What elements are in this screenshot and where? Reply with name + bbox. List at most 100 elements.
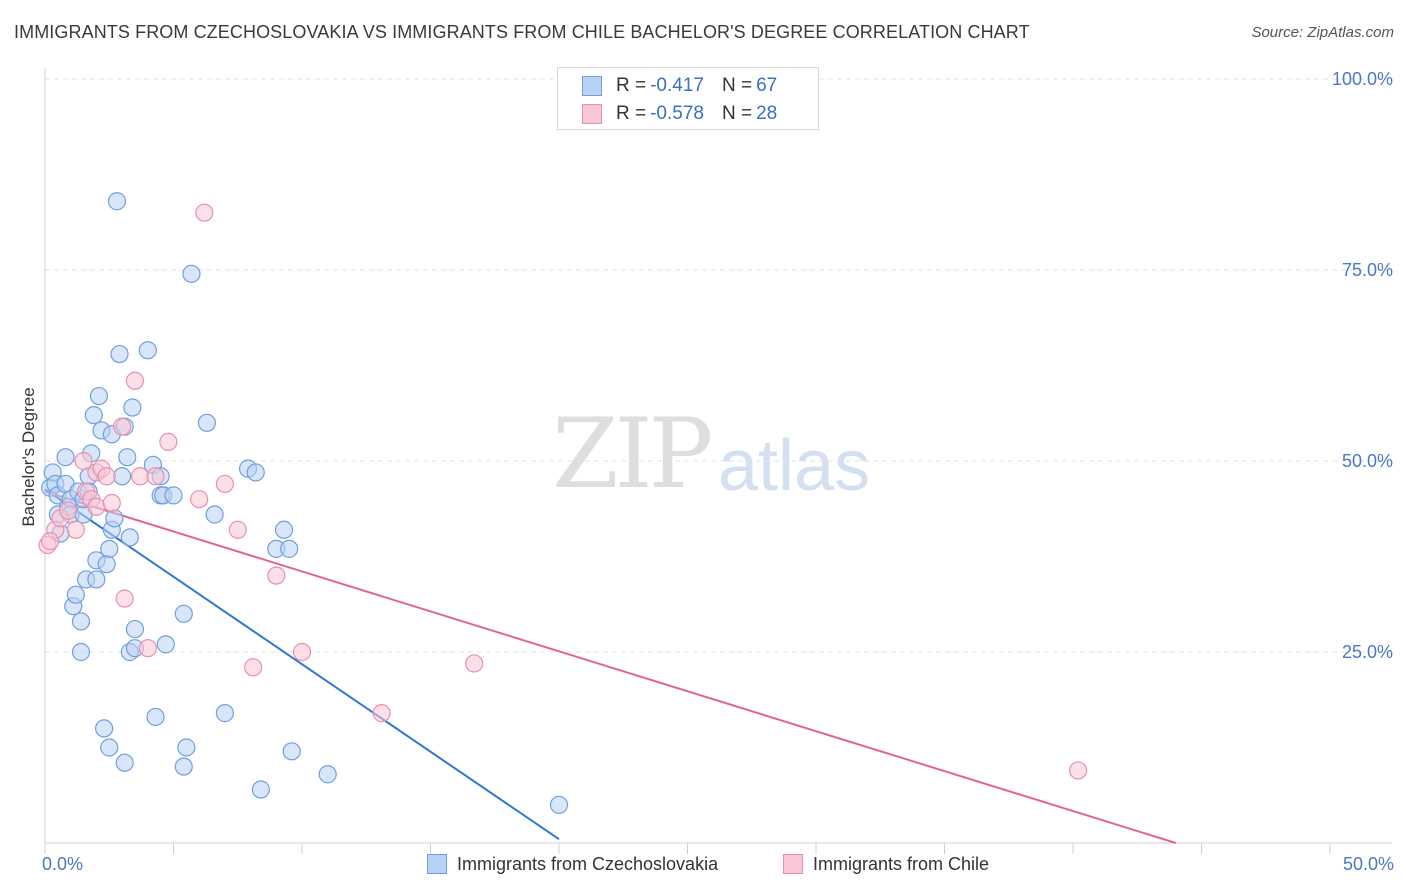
chile-point xyxy=(102,493,121,513)
n-label: N = xyxy=(721,103,753,124)
chile-point xyxy=(130,467,150,486)
chile-point xyxy=(190,490,209,509)
n-label: N = xyxy=(721,75,753,96)
czechoslovakia-point xyxy=(174,757,193,776)
czechoslovakia-point xyxy=(84,406,103,425)
chile-point xyxy=(228,520,247,539)
chile-point xyxy=(66,520,85,539)
czechoslovakia-point xyxy=(118,448,137,467)
chart-title: IMMIGRANTS FROM CZECHOSLOVAKIA VS IMMIGR… xyxy=(14,22,1030,42)
czechoslovakia-point xyxy=(71,642,91,662)
n-value: 28 xyxy=(756,103,778,124)
chile-point xyxy=(59,501,78,520)
pink-swatch xyxy=(783,854,803,874)
czechoslovakia-point xyxy=(123,398,142,417)
czechoslovakia-point xyxy=(100,539,119,558)
czechoslovakia-point xyxy=(318,765,337,784)
r-value: -0.578 xyxy=(650,103,704,124)
y-tick-label: 25.0% xyxy=(1342,642,1393,662)
legend-item-czechoslovakia: Immigrants from Czechoslovakia xyxy=(427,850,718,878)
czechoslovakia-point xyxy=(174,604,193,623)
chile-point xyxy=(372,704,391,723)
pink-swatch xyxy=(582,104,602,124)
x-tick-label: 50.0% xyxy=(1343,854,1394,874)
czechoslovakia-point xyxy=(115,753,134,772)
y-axis-label: Bachelor's Degree xyxy=(19,387,38,526)
czechoslovakia-point xyxy=(71,612,91,631)
y-tick-label: 75.0% xyxy=(1342,260,1393,280)
czechoslovakia-point xyxy=(177,738,196,757)
czechoslovakia-point xyxy=(120,528,139,547)
tick-labels: 25.0% 50.0% 75.0% 100.0% 0.0% 50.0% xyxy=(42,69,1394,874)
chile-point xyxy=(138,639,157,658)
axes xyxy=(44,68,1392,854)
legend-row-czechoslovakia: R = -0.417 N = 67 xyxy=(582,73,795,99)
czechoslovakia-point xyxy=(97,555,116,574)
chile-point xyxy=(125,371,145,390)
czechoslovakia-point xyxy=(125,619,145,639)
chile-point xyxy=(215,474,234,494)
czechoslovakia-point xyxy=(95,719,114,738)
source-credit: Source: ZipAtlas.com xyxy=(1251,24,1394,41)
czechoslovakia-point xyxy=(549,795,569,814)
blue-swatch xyxy=(427,854,447,874)
czechoslovakia-point xyxy=(197,413,217,432)
chile-point xyxy=(267,566,286,585)
chile-point xyxy=(115,589,134,608)
r-label: R = xyxy=(616,103,647,124)
czechoslovakia-point xyxy=(146,707,165,727)
legend-label: Immigrants from Czechoslovakia xyxy=(457,853,719,874)
x-tick-label: 0.0% xyxy=(42,854,83,874)
czechoslovakia-point xyxy=(164,486,183,505)
czechoslovakia-point xyxy=(182,264,201,283)
watermark-zip: ZIP xyxy=(552,398,713,510)
trendlines xyxy=(44,488,1177,844)
czechoslovakia-point xyxy=(280,539,299,558)
legend-item-chile: Immigrants from Chile xyxy=(783,850,989,878)
r-value: -0.417 xyxy=(650,75,704,96)
chile-trendline xyxy=(44,490,1177,844)
czechoslovakia-point xyxy=(246,463,265,482)
gridlines xyxy=(45,78,1392,653)
czechoslovakia-point xyxy=(282,742,301,761)
chile-point xyxy=(97,467,116,486)
czechoslovakia-point xyxy=(274,520,294,539)
czechoslovakia-point xyxy=(100,738,119,757)
czechoslovakia-point xyxy=(56,448,75,467)
chile-point xyxy=(87,497,106,516)
czechoslovakia-point xyxy=(107,192,127,211)
data-points xyxy=(38,192,1088,814)
chile-point xyxy=(112,417,132,436)
czechoslovakia-point xyxy=(105,509,124,528)
chile-point xyxy=(1069,761,1088,780)
y-tick-label: 100.0% xyxy=(1332,69,1393,89)
chile-point xyxy=(146,467,165,486)
r-label: R = xyxy=(616,75,647,96)
watermark-atlas: atlas xyxy=(718,426,871,506)
czechoslovakia-point xyxy=(66,585,85,604)
chile-point xyxy=(159,432,178,451)
n-value: 67 xyxy=(756,75,778,96)
czechoslovakia-point xyxy=(251,780,270,799)
czechoslovakia-point xyxy=(110,344,129,364)
chile-point xyxy=(292,642,312,662)
chile-point xyxy=(244,658,263,677)
correlation-legend: R = -0.417 N = 67 R = -0.578 N = 28 xyxy=(557,67,819,130)
series-legend: Immigrants from Czechoslovakia Immigrant… xyxy=(0,850,1406,880)
chile-point xyxy=(74,451,93,471)
blue-swatch xyxy=(582,76,602,96)
czechoslovakia-point xyxy=(138,341,157,360)
czechoslovakia-point xyxy=(156,635,175,654)
chile-point xyxy=(465,654,484,673)
legend-label: Immigrants from Chile xyxy=(813,853,990,874)
czechoslovakia-trendline xyxy=(44,488,560,841)
czechoslovakia-point xyxy=(89,386,109,406)
legend-row-chile: R = -0.578 N = 28 xyxy=(582,101,795,127)
czechoslovakia-point xyxy=(112,467,132,486)
czechoslovakia-point xyxy=(87,570,106,589)
y-tick-label: 50.0% xyxy=(1342,451,1393,471)
czechoslovakia-point xyxy=(215,704,234,723)
chile-point xyxy=(41,532,60,551)
czechoslovakia-point xyxy=(205,505,224,524)
